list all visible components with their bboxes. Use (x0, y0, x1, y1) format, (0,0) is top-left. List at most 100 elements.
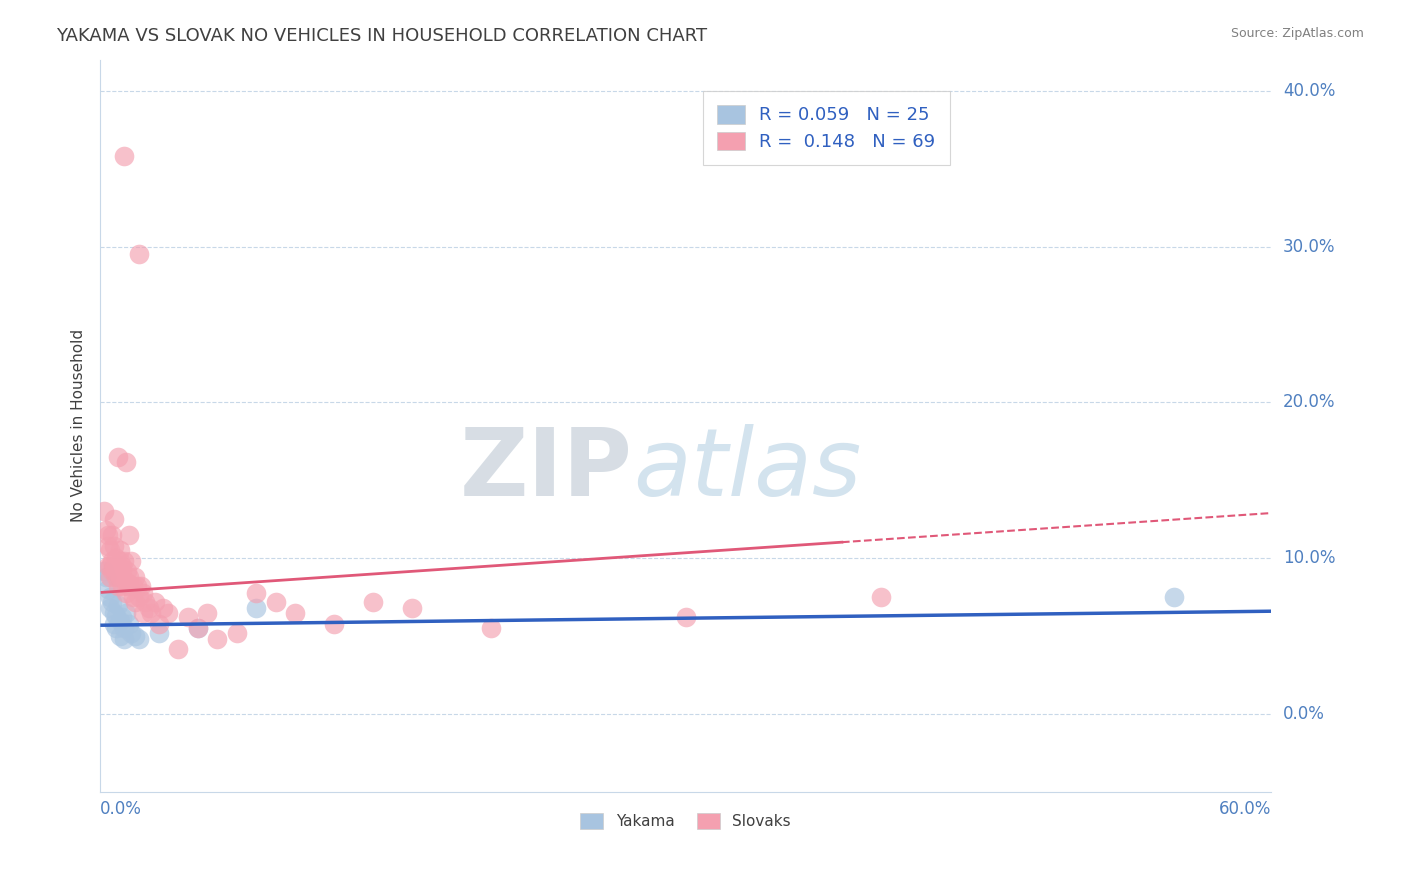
Point (104, 570, 127, 584)
Point (284, 606, 307, 620)
Point (108, 554, 131, 568)
Point (98, 559, 121, 574)
Point (124, 629, 146, 643)
Point (128, 590, 150, 604)
Point (108, 570, 131, 584)
Point (103, 606, 125, 620)
Point (323, 616, 346, 631)
Point (101, 528, 124, 542)
Point (104, 621, 127, 635)
Point (98, 590, 121, 604)
Text: 20.0%: 20.0% (1284, 393, 1336, 411)
Point (207, 632, 229, 647)
Legend: Yakama, Slovaks: Yakama, Slovaks (574, 807, 797, 836)
Point (104, 564, 127, 578)
Point (124, 595, 146, 609)
Point (139, 606, 162, 620)
Point (112, 632, 135, 647)
Point (363, 595, 385, 609)
Point (479, 621, 502, 635)
Point (107, 559, 129, 574)
Point (117, 564, 139, 578)
Text: 10.0%: 10.0% (1284, 549, 1336, 567)
Point (98, 543, 121, 558)
Point (118, 616, 141, 631)
Point (187, 621, 209, 635)
Point (128, 632, 150, 647)
Point (93, 564, 115, 578)
Point (101, 554, 124, 568)
Point (138, 601, 160, 615)
Text: 60.0%: 60.0% (1219, 800, 1271, 818)
Point (225, 626, 247, 640)
Point (97, 539, 120, 553)
Point (157, 606, 180, 620)
Point (108, 543, 131, 558)
Text: 0.0%: 0.0% (100, 800, 142, 818)
Text: YAKAMA VS SLOVAK NO VEHICLES IN HOUSEHOLD CORRELATION CHART: YAKAMA VS SLOVAK NO VEHICLES IN HOUSEHOL… (56, 27, 707, 45)
Point (98, 601, 121, 615)
Point (101, 564, 124, 578)
Text: Source: ZipAtlas.com: Source: ZipAtlas.com (1230, 27, 1364, 40)
Point (107, 598, 129, 612)
Point (143, 595, 166, 609)
Point (401, 601, 423, 615)
Point (197, 606, 219, 620)
Point (870, 590, 893, 604)
Point (103, 616, 125, 631)
Point (124, 570, 146, 584)
Point (110, 579, 132, 593)
Y-axis label: No Vehicles in Household: No Vehicles in Household (72, 329, 86, 523)
Point (132, 606, 155, 620)
Point (114, 455, 136, 469)
Point (245, 601, 267, 615)
Point (120, 554, 142, 568)
Point (94, 523, 117, 537)
Point (118, 570, 141, 584)
Point (114, 574, 136, 589)
Point (108, 629, 131, 643)
Point (122, 579, 145, 593)
Point (103, 559, 125, 574)
Point (97, 582, 120, 597)
Point (97, 528, 120, 542)
Text: 30.0%: 30.0% (1284, 237, 1336, 256)
Point (110, 564, 132, 578)
Point (132, 585, 155, 599)
Point (117, 574, 139, 589)
Point (148, 626, 170, 640)
Point (104, 551, 127, 566)
Point (114, 606, 136, 620)
Point (94, 570, 117, 584)
Point (101, 595, 124, 609)
Point (152, 601, 174, 615)
Point (97, 559, 120, 574)
Text: ZIP: ZIP (460, 424, 633, 516)
Point (104, 608, 127, 623)
Point (112, 149, 135, 163)
Point (118, 528, 141, 542)
Point (103, 512, 125, 526)
Point (98, 570, 121, 584)
Point (177, 610, 200, 624)
Point (264, 595, 287, 609)
Point (187, 621, 209, 635)
Point (103, 539, 125, 553)
Point (122, 590, 145, 604)
Point (134, 595, 156, 609)
Point (112, 554, 135, 568)
Point (129, 579, 152, 593)
Point (108, 614, 131, 628)
Text: 40.0%: 40.0% (1284, 82, 1336, 100)
Point (107, 579, 129, 593)
Point (112, 621, 135, 635)
Point (127, 579, 149, 593)
Point (1163, 590, 1185, 604)
Point (93, 504, 115, 518)
Point (120, 626, 142, 640)
Point (245, 585, 267, 599)
Point (128, 247, 150, 261)
Point (114, 585, 136, 599)
Point (110, 559, 132, 574)
Point (675, 610, 697, 624)
